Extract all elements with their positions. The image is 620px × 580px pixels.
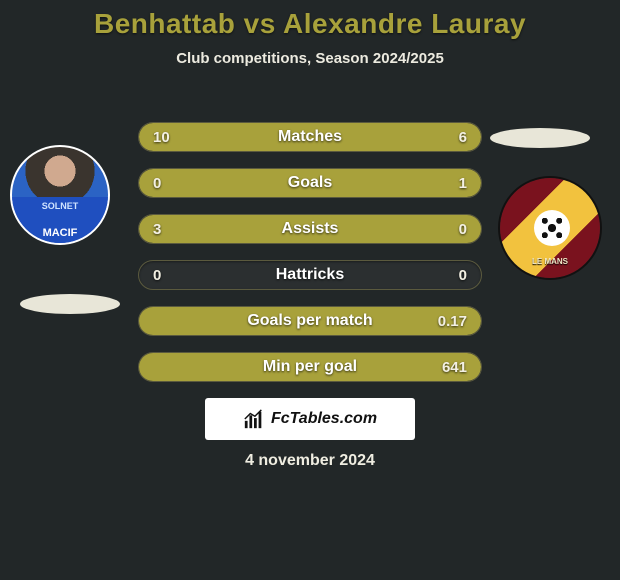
player-left-shirt bbox=[12, 197, 108, 243]
page-title: Benhattab vs Alexandre Lauray bbox=[0, 0, 620, 40]
player-right-shadow bbox=[490, 128, 590, 148]
stat-row: 00Hattricks bbox=[138, 260, 482, 290]
page-subtitle: Club competitions, Season 2024/2025 bbox=[0, 50, 620, 67]
stat-label: Hattricks bbox=[139, 261, 481, 289]
stats-container: 106Matches 01Goals 30Assists 00Hattricks 0.1… bbox=[138, 122, 482, 398]
stat-label: Goals bbox=[139, 169, 481, 197]
date-text: 4 november 2024 bbox=[0, 452, 620, 470]
branding-badge: FcTables.com bbox=[205, 398, 415, 440]
stat-row: 106Matches bbox=[138, 122, 482, 152]
stat-row: 30Assists bbox=[138, 214, 482, 244]
stat-row: 0.17Goals per match bbox=[138, 306, 482, 336]
stat-row: 641Min per goal bbox=[138, 352, 482, 382]
player-left-shadow bbox=[20, 294, 120, 314]
stat-label: Goals per match bbox=[139, 307, 481, 335]
crest-ball-icon bbox=[534, 210, 570, 246]
player-left-avatar bbox=[10, 145, 110, 245]
stat-label: Matches bbox=[139, 123, 481, 151]
chart-icon bbox=[243, 408, 265, 430]
branding-text: FcTables.com bbox=[271, 410, 377, 428]
stat-label: Min per goal bbox=[139, 353, 481, 381]
stat-label: Assists bbox=[139, 215, 481, 243]
stat-row: 01Goals bbox=[138, 168, 482, 198]
player-right-crest bbox=[500, 178, 600, 278]
